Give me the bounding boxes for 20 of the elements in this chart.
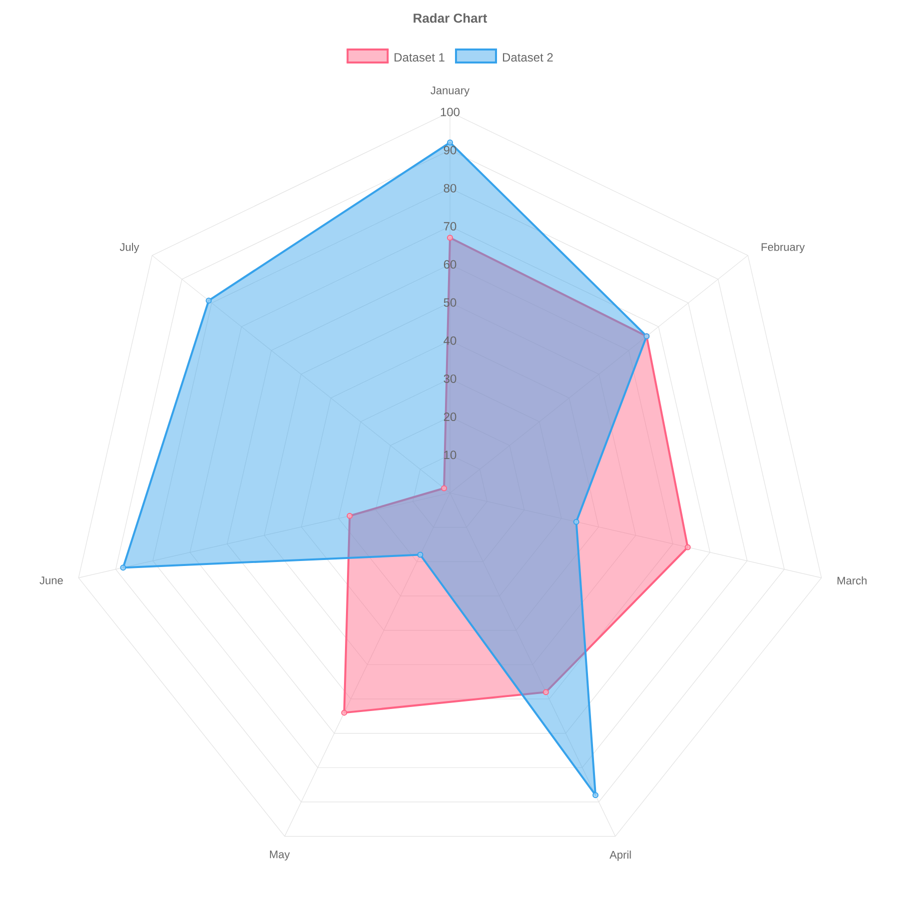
spoke-label: May <box>270 850 290 860</box>
y-tick-label: 90 <box>444 146 456 154</box>
y-tick-label: 80 <box>444 184 456 192</box>
y-tick-label: 20 <box>444 412 456 422</box>
spoke-label: March <box>838 576 867 584</box>
spoke-label: April <box>610 850 631 861</box>
spoke-label: January <box>430 86 470 96</box>
spoke-label: February <box>762 242 805 254</box>
legend-label: Dataset 2 <box>502 53 553 62</box>
spoke-label: July <box>120 242 140 254</box>
y-tick-label: 60 <box>444 260 456 269</box>
y-tick-label: 10 <box>444 450 456 460</box>
spoke-label: June <box>40 576 63 584</box>
y-tick-label: 40 <box>444 336 456 345</box>
y-tick-label: 50 <box>444 298 456 307</box>
y-tick-label: 30 <box>444 374 456 383</box>
legend-label: Dataset 1 <box>394 53 444 62</box>
y-tick-label: 100 <box>440 108 460 116</box>
chart-title: Radar Chart <box>414 13 488 23</box>
y-tick-label: 70 <box>444 222 456 231</box>
